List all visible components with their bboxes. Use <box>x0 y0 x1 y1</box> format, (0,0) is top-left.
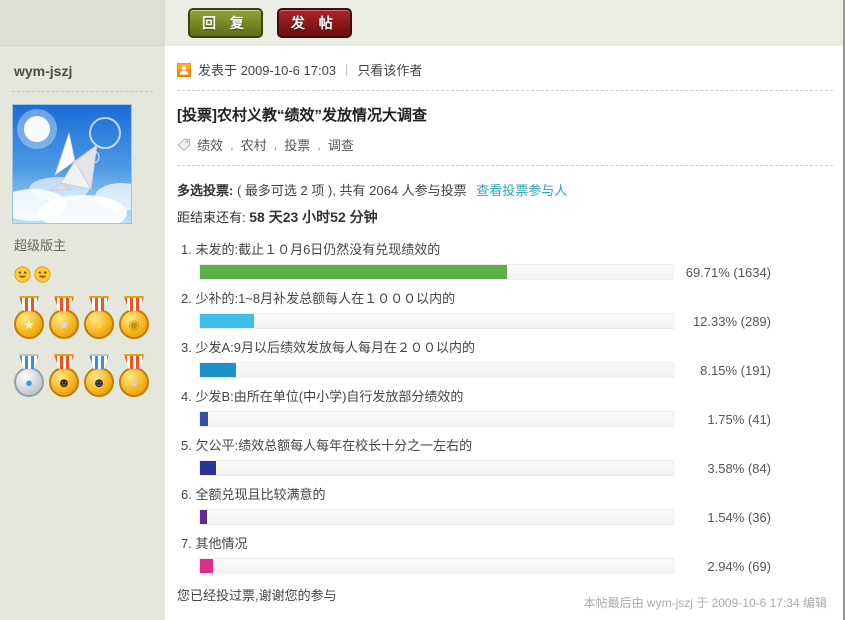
poll-option: 2. 少补的:1~8月补发总额每人在１０００以内的 12.33% (289) <box>177 291 833 329</box>
poll-percent: 12.33% (289) <box>692 313 771 329</box>
reply-button[interactable]: 回 复 <box>188 8 263 38</box>
poll-option-label: 7. 其他情况 <box>181 536 248 551</box>
mood-icons <box>12 266 153 288</box>
boy-portrait-medal-icon: ☻ <box>82 354 116 409</box>
last-edited-note: 本帖最后由 wym-jszj 于 2009-10-6 17:34 编辑 <box>583 596 827 610</box>
poll-bar <box>200 314 255 328</box>
poll-bar-track <box>199 362 674 378</box>
gold-bird-medal-icon: ● <box>82 296 116 351</box>
paper-crane-sky-image <box>13 105 131 223</box>
topbar-actions: 回 复 发 帖 <box>165 0 843 46</box>
poll-options: 1. 未发的:截止１０月6日仍然没有兑现绩效的 69.71% (1634) 2.… <box>177 242 833 574</box>
already-voted-note: 您已经投过票,谢谢您的参与 <box>177 588 337 603</box>
poll-bar <box>200 412 208 426</box>
smiley-icon <box>34 266 51 288</box>
separator-line <box>177 90 833 91</box>
post-title: [投票]农村义教“绩效”发放情况大调查 <box>177 107 427 124</box>
tag-link[interactable]: 绩效 <box>197 138 224 153</box>
gold-coin-medal-icon: ◉ <box>117 296 151 351</box>
author-username[interactable]: wym-jszj <box>14 63 73 79</box>
gear-silver-ball-medal-icon: ● <box>117 354 151 409</box>
post-timestamp: 发表于 2009-10-6 17:03 <box>198 63 337 78</box>
medal-grid: ★ ★ ● ◉ ● ☻ ☻ ● <box>12 296 153 409</box>
poll-bar-track <box>199 509 674 525</box>
new-post-button[interactable]: 发 帖 <box>276 8 352 38</box>
tags-row: 绩效 , 农村 , 投票 , 调查 <box>177 135 833 154</box>
poll-percent: 2.94% (69) <box>707 558 771 574</box>
poll-option-label: 1. 未发的:截止１０月6日仍然没有兑现绩效的 <box>181 242 441 257</box>
poll-bar-track <box>199 460 674 476</box>
tag-link[interactable]: 农村 <box>240 138 267 153</box>
sidebar-divider <box>12 91 153 92</box>
tag-icon <box>177 138 191 152</box>
poll-option-label: 5. 欠公平:绩效总额每人每年在校长十分之一左右的 <box>181 438 473 453</box>
water-drop-medal-icon: ● <box>12 354 46 409</box>
tag-link[interactable]: 投票 <box>284 138 311 153</box>
poll-rule-text: ( 最多可选 2 项 ), 共有 2064 人参与投票 <box>236 183 467 198</box>
author-sidebar: wym-jszj <box>0 46 165 620</box>
poll-bar-track <box>199 558 674 574</box>
poll-option-label: 6. 全额兑现且比较满意的 <box>181 487 326 502</box>
poll-percent: 8.15% (191) <box>700 362 771 378</box>
poll-type-label: 多选投票: <box>177 183 234 198</box>
girl-portrait-medal-icon: ☻ <box>47 354 81 409</box>
poll-bar <box>200 363 236 377</box>
poll-percent: 3.58% (84) <box>707 460 771 476</box>
meta-separator: | <box>345 62 349 77</box>
author-avatar[interactable] <box>12 104 132 224</box>
countdown-value: 58 天23 小时52 分钟 <box>249 209 378 225</box>
author-role: 超级版主 <box>14 238 67 253</box>
poll-bar-track <box>199 411 674 427</box>
topbar: 回 复 发 帖 <box>0 0 843 46</box>
smiley-icon <box>14 266 31 288</box>
post-content: 发表于 2009-10-6 17:03 | 只看该作者 [投票]农村义教“绩效”… <box>165 46 843 620</box>
poll-bar <box>200 265 507 279</box>
poll-bar <box>200 510 207 524</box>
poll-bar <box>200 461 216 475</box>
poll-option: 1. 未发的:截止１０月6日仍然没有兑现绩效的 69.71% (1634) <box>177 242 833 280</box>
poll-header: 多选投票: ( 最多可选 2 项 ), 共有 2064 人参与投票 查看投票参与… <box>177 180 833 199</box>
poll-option: 3. 少发A:9月以后绩效发放每人每月在２００以内的 8.15% (191) <box>177 340 833 378</box>
poll-option-label: 4. 少发B:由所在单位(中小学)自行发放部分绩效的 <box>181 389 464 404</box>
topbar-sidebar-spacer <box>0 0 165 46</box>
poll-option: 5. 欠公平:绩效总额每人每年在校长十分之一左右的 3.58% (84) <box>177 438 833 476</box>
poll-option-label: 3. 少发A:9月以后绩效发放每人每月在２００以内的 <box>181 340 475 355</box>
author-status-icon <box>177 62 191 77</box>
body-split: wym-jszj <box>0 46 843 620</box>
poll-bar <box>200 559 213 573</box>
separator-line <box>177 165 833 166</box>
only-author-link[interactable]: 只看该作者 <box>357 63 423 78</box>
tag-link[interactable]: 调查 <box>327 138 354 153</box>
poll-countdown: 距结束还有: 58 天23 小时52 分钟 <box>177 209 378 225</box>
poll-option-label: 2. 少补的:1~8月补发总额每人在１０００以内的 <box>181 291 456 306</box>
poll-bar-track <box>199 313 674 329</box>
gear-silver-star-medal-icon: ★ <box>47 296 81 351</box>
poll-percent: 1.54% (36) <box>707 509 771 525</box>
poll-option: 7. 其他情况 2.94% (69) <box>177 536 833 574</box>
gold-star-medal-icon: ★ <box>12 296 46 351</box>
view-participants-link[interactable]: 查看投票参与人 <box>476 183 568 198</box>
poll-bar-track <box>199 264 674 280</box>
post-meta: 发表于 2009-10-6 17:03 | 只看该作者 <box>177 60 833 79</box>
poll-option: 4. 少发B:由所在单位(中小学)自行发放部分绩效的 1.75% (41) <box>177 389 833 427</box>
poll-option: 6. 全额兑现且比较满意的 1.54% (36) <box>177 487 833 525</box>
poll-percent: 69.71% (1634) <box>685 264 771 280</box>
poll-percent: 1.75% (41) <box>707 411 771 427</box>
